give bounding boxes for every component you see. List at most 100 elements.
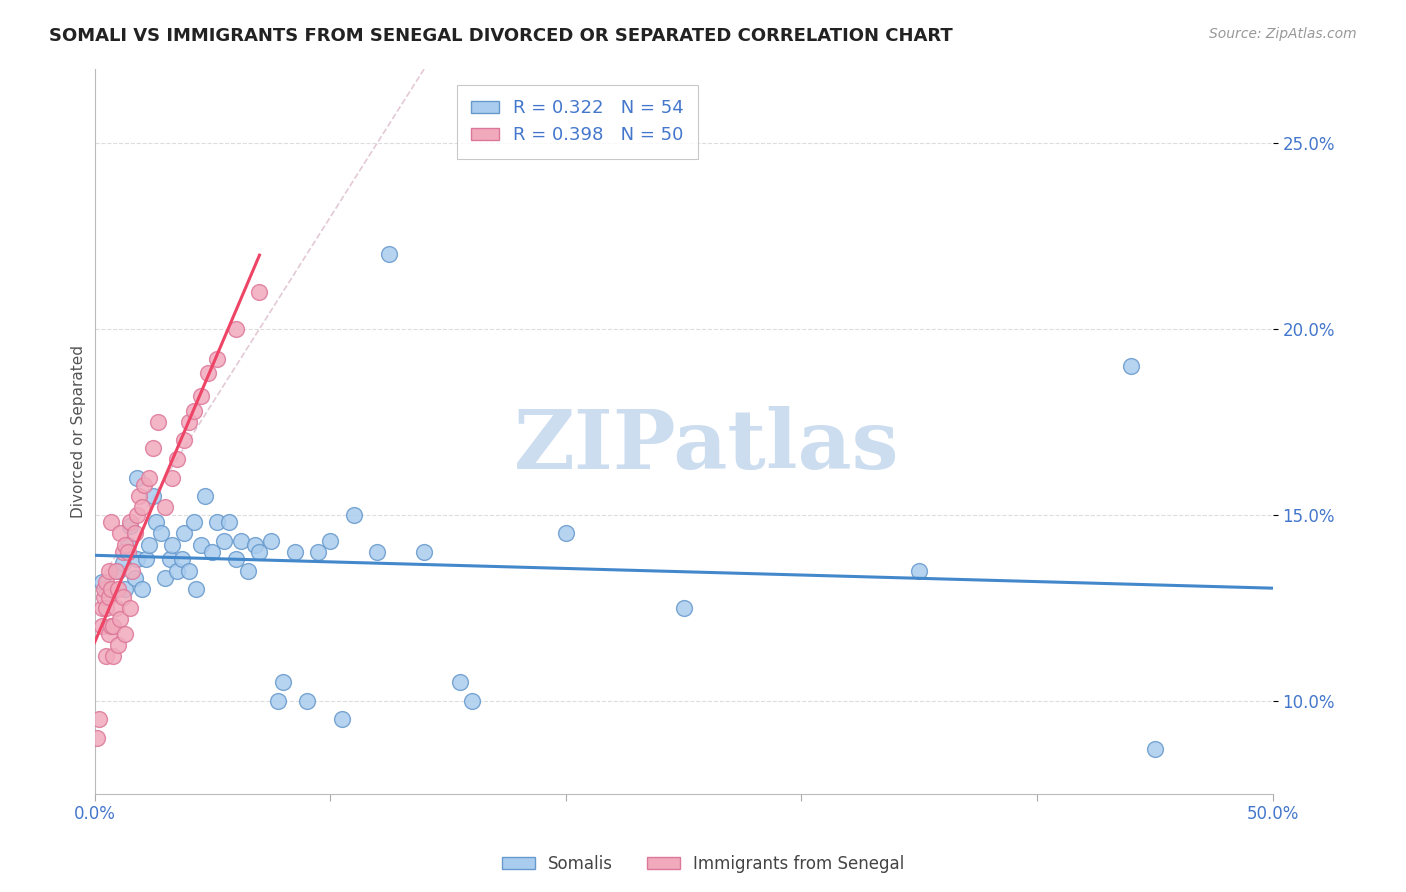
- Point: [118, 515, 141, 529]
- Point: [284, 545, 307, 559]
- Point: [96, 600, 118, 615]
- Point: [267, 694, 290, 708]
- Point: [104, 600, 127, 615]
- Point: [170, 552, 193, 566]
- Point: [124, 571, 146, 585]
- Point: [110, 526, 132, 541]
- Point: [117, 537, 139, 551]
- Point: [1121, 359, 1143, 373]
- Point: [131, 582, 153, 596]
- Point: [183, 515, 205, 529]
- Point: [194, 489, 217, 503]
- Point: [107, 638, 129, 652]
- Point: [173, 526, 195, 541]
- Point: [159, 552, 181, 566]
- Point: [148, 415, 170, 429]
- Point: [205, 351, 228, 366]
- Point: [96, 574, 118, 589]
- Point: [190, 537, 212, 551]
- Point: [111, 556, 134, 570]
- Point: [197, 367, 219, 381]
- Point: [125, 508, 148, 522]
- Point: [225, 552, 247, 566]
- Point: [100, 582, 122, 596]
- Point: [125, 552, 148, 566]
- Point: [111, 545, 134, 559]
- Point: [249, 285, 271, 299]
- Point: [177, 564, 200, 578]
- Point: [155, 571, 177, 585]
- Point: [225, 322, 247, 336]
- Point: [97, 564, 120, 578]
- Point: [93, 590, 115, 604]
- Point: [121, 564, 143, 578]
- Point: [212, 533, 235, 548]
- Point: [184, 582, 207, 596]
- Point: [142, 489, 165, 503]
- Y-axis label: Divorced or Separated: Divorced or Separated: [72, 344, 86, 517]
- Point: [118, 600, 141, 615]
- Point: [104, 564, 127, 578]
- Point: [162, 537, 184, 551]
- Point: [117, 545, 139, 559]
- Point: [218, 515, 240, 529]
- Point: [249, 545, 271, 559]
- Point: [111, 590, 134, 604]
- Point: [118, 519, 141, 533]
- Point: [138, 470, 160, 484]
- Point: [554, 526, 576, 541]
- Point: [307, 545, 329, 559]
- Point: [135, 552, 157, 566]
- Point: [128, 489, 150, 503]
- Point: [132, 478, 155, 492]
- Point: [114, 582, 136, 596]
- Point: [90, 600, 112, 615]
- Point: [449, 675, 471, 690]
- Point: [103, 619, 125, 633]
- Legend: R = 0.322   N = 54, R = 0.398   N = 50: R = 0.322 N = 54, R = 0.398 N = 50: [457, 85, 699, 159]
- Point: [378, 247, 401, 261]
- Point: [100, 515, 122, 529]
- Point: [460, 694, 482, 708]
- Point: [145, 515, 167, 529]
- Point: [366, 545, 388, 559]
- Point: [89, 712, 111, 726]
- Point: [149, 526, 172, 541]
- Point: [125, 470, 148, 484]
- Point: [90, 574, 112, 589]
- Point: [201, 545, 224, 559]
- Point: [90, 619, 112, 633]
- Point: [107, 564, 129, 578]
- Point: [295, 694, 318, 708]
- Point: [260, 533, 283, 548]
- Point: [413, 545, 436, 559]
- Point: [343, 508, 366, 522]
- Point: [166, 452, 188, 467]
- Point: [229, 533, 252, 548]
- Point: [672, 600, 695, 615]
- Point: [103, 649, 125, 664]
- Point: [190, 389, 212, 403]
- Point: [1143, 742, 1166, 756]
- Point: [96, 649, 118, 664]
- Text: ZIPatlas: ZIPatlas: [515, 406, 900, 485]
- Point: [114, 537, 136, 551]
- Point: [908, 564, 931, 578]
- Point: [93, 582, 115, 596]
- Point: [205, 515, 228, 529]
- Point: [131, 500, 153, 515]
- Point: [110, 612, 132, 626]
- Text: SOMALI VS IMMIGRANTS FROM SENEGAL DIVORCED OR SEPARATED CORRELATION CHART: SOMALI VS IMMIGRANTS FROM SENEGAL DIVORC…: [49, 27, 953, 45]
- Point: [138, 537, 160, 551]
- Point: [183, 403, 205, 417]
- Point: [142, 441, 165, 455]
- Point: [97, 590, 120, 604]
- Point: [100, 619, 122, 633]
- Point: [162, 470, 184, 484]
- Point: [243, 537, 266, 551]
- Legend: Somalis, Immigrants from Senegal: Somalis, Immigrants from Senegal: [495, 848, 911, 880]
- Point: [236, 564, 259, 578]
- Point: [97, 627, 120, 641]
- Point: [86, 731, 108, 745]
- Point: [124, 526, 146, 541]
